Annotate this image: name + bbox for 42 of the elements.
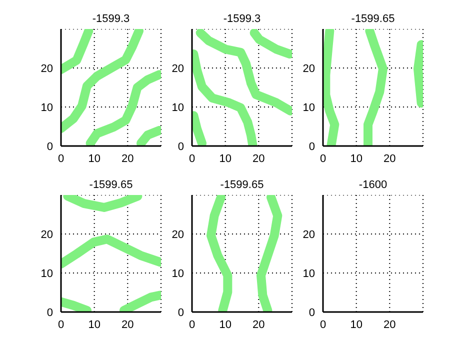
y-tick-label: 10 bbox=[302, 268, 315, 280]
y-tick-label: 20 bbox=[302, 62, 315, 75]
x-tick-label: 10 bbox=[88, 318, 100, 331]
chart-title: -1599.3 bbox=[222, 12, 262, 27]
chart-title: -1599.65 bbox=[350, 12, 396, 27]
y-tick-label: 10 bbox=[302, 102, 315, 114]
y-tick-label: 0 bbox=[308, 140, 315, 153]
x-tick-label: 20 bbox=[252, 318, 265, 331]
y-tick-label: 10 bbox=[172, 102, 184, 114]
y-tick-label: 10 bbox=[172, 268, 184, 280]
y-tick-label: 20 bbox=[40, 62, 53, 75]
x-tick-label: 10 bbox=[350, 152, 362, 165]
x-tick-label: 0 bbox=[188, 152, 196, 165]
x-tick-label: 20 bbox=[252, 152, 265, 165]
y-tick-label: 0 bbox=[46, 140, 53, 153]
y-tick-label: 10 bbox=[40, 102, 53, 114]
x-tick-label: 10 bbox=[350, 318, 362, 331]
x-tick-label: 20 bbox=[384, 152, 396, 165]
chart-title: -1599.3 bbox=[91, 12, 131, 27]
x-tick-label: 0 bbox=[58, 318, 64, 331]
x-tick-label: 20 bbox=[122, 318, 134, 331]
y-tick-label: 20 bbox=[172, 62, 184, 75]
y-tick-label: 0 bbox=[178, 140, 184, 153]
y-tick-label: 0 bbox=[308, 306, 315, 319]
y-tick-label: 10 bbox=[40, 268, 53, 280]
chart-title: -1600 bbox=[358, 178, 388, 193]
x-tick-label: 20 bbox=[384, 318, 396, 331]
x-tick-label: 0 bbox=[320, 318, 326, 331]
x-tick-label: 0 bbox=[320, 152, 326, 165]
x-tick-label: 0 bbox=[58, 152, 64, 165]
chart-title: -1599.65 bbox=[88, 178, 134, 193]
x-tick-label: 20 bbox=[122, 152, 134, 165]
chart-title: -1599.65 bbox=[219, 178, 265, 193]
y-tick-label: 0 bbox=[178, 306, 184, 319]
x-tick-label: 10 bbox=[219, 318, 232, 331]
x-tick-label: 0 bbox=[188, 318, 196, 331]
x-tick-label: 10 bbox=[219, 152, 232, 165]
y-tick-label: 20 bbox=[40, 228, 53, 241]
y-tick-label: 20 bbox=[172, 228, 184, 241]
y-tick-label: 20 bbox=[302, 228, 315, 241]
y-tick-label: 0 bbox=[46, 306, 53, 319]
x-tick-label: 10 bbox=[88, 152, 100, 165]
